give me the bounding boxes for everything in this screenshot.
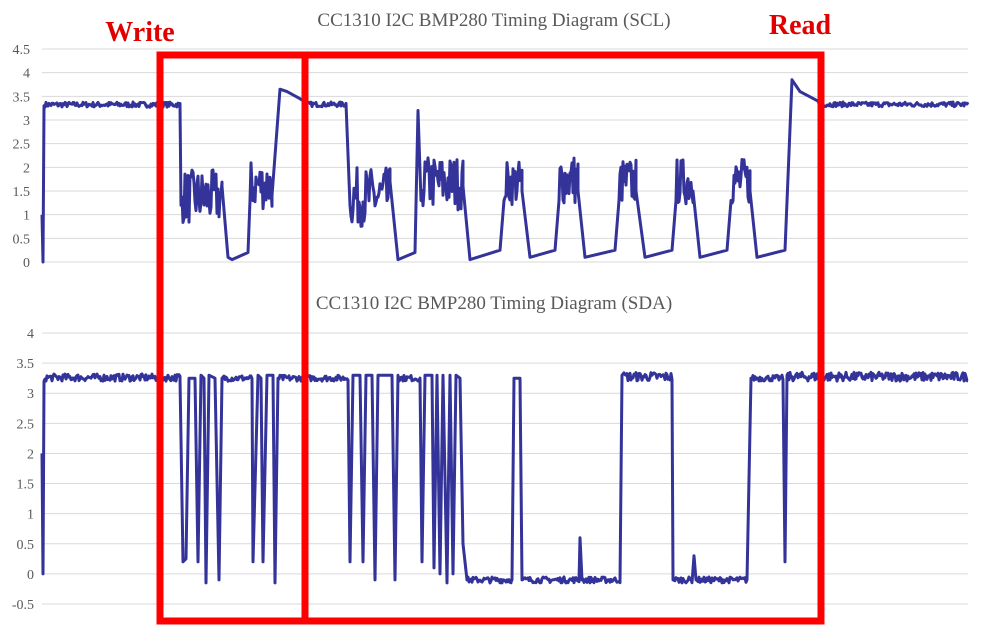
y-tick-label: 0 bbox=[27, 568, 34, 583]
y-tick-label: 3 bbox=[27, 387, 34, 402]
read-label: Read bbox=[769, 10, 832, 41]
y-tick-label: 0 bbox=[23, 256, 30, 271]
scl-trace bbox=[40, 78, 970, 264]
sda-trace bbox=[40, 370, 969, 585]
y-tick-label: 2.5 bbox=[17, 417, 35, 432]
y-tick-label: 4.5 bbox=[13, 43, 31, 58]
annotations: Write Read bbox=[105, 10, 832, 625]
y-tick-label: 1 bbox=[23, 209, 30, 224]
y-tick-label: 1.5 bbox=[17, 478, 35, 493]
y-tick-label: 4 bbox=[27, 327, 34, 342]
y-tick-label: -0.5 bbox=[12, 598, 34, 613]
y-tick-label: 3.5 bbox=[17, 357, 35, 372]
y-tick-label: 2.5 bbox=[13, 138, 31, 153]
y-tick-label: 3.5 bbox=[13, 90, 31, 105]
scl-chart: CC1310 I2C BMP280 Timing Diagram (SCL) 0… bbox=[13, 10, 970, 271]
scl-chart-title: CC1310 I2C BMP280 Timing Diagram (SCL) bbox=[317, 10, 670, 31]
y-tick-label: 2 bbox=[27, 447, 34, 462]
sda-chart-title: CC1310 I2C BMP280 Timing Diagram (SDA) bbox=[316, 293, 672, 314]
y-tick-label: 1.5 bbox=[13, 185, 31, 200]
write-label: Write bbox=[105, 17, 174, 48]
y-tick-label: 0.5 bbox=[17, 538, 35, 553]
y-tick-label: 1 bbox=[27, 508, 34, 523]
y-tick-label: 0.5 bbox=[13, 232, 31, 247]
sda-chart: CC1310 I2C BMP280 Timing Diagram (SDA) -… bbox=[12, 293, 969, 613]
read-region-box bbox=[301, 51, 825, 625]
y-tick-label: 4 bbox=[23, 67, 30, 82]
y-tick-label: 3 bbox=[23, 114, 30, 129]
y-tick-label: 2 bbox=[23, 161, 30, 176]
